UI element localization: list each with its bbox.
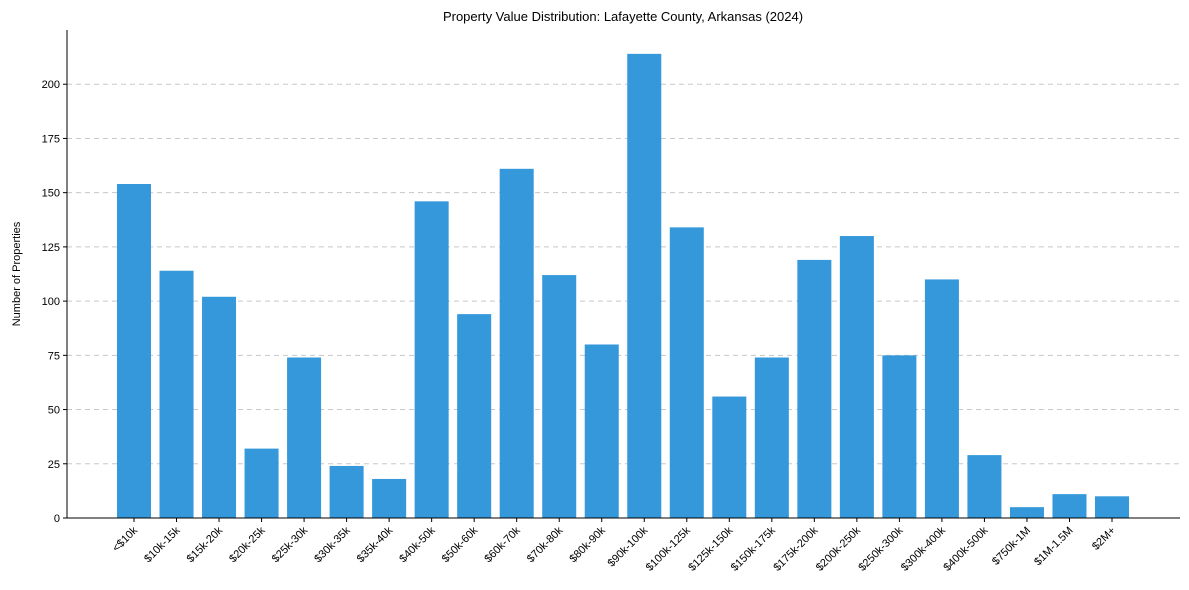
- y-tick-label: 125: [42, 242, 60, 254]
- bar: [287, 357, 322, 518]
- x-tick-label: $750k-1M: [990, 525, 1033, 568]
- bar: [1094, 496, 1130, 518]
- x-tick-label: $15k-20k: [185, 524, 226, 565]
- bar: [627, 53, 662, 518]
- bar: [584, 344, 619, 518]
- x-tick-label: <$10k: [110, 524, 140, 554]
- x-tick-label: $300k-400k: [899, 524, 948, 573]
- y-ticks: 0 25 50 75 100 125 150 175 200: [42, 79, 67, 525]
- x-tick-label: $200k-250k: [814, 524, 863, 573]
- y-tick-label: 0: [54, 513, 60, 525]
- x-tick-label: $40k-50k: [397, 524, 438, 565]
- axes: [66, 30, 1180, 519]
- x-tick-label: $80k-90k: [567, 524, 608, 565]
- x-tick-label: $125k-150k: [686, 524, 735, 573]
- x-tick-label: $90k-100k: [606, 524, 651, 569]
- x-tick-label: $250k-300k: [856, 524, 905, 573]
- y-tick-label: 25: [48, 459, 60, 471]
- x-tick-label: $35k-40k: [355, 524, 396, 565]
- x-tick-label: $1M-1.5M: [1032, 525, 1076, 569]
- x-tick-label: $20k-25k: [227, 524, 268, 565]
- bar: [116, 183, 152, 519]
- x-tick-label: $30k-35k: [312, 524, 353, 565]
- bar: [244, 448, 279, 518]
- y-tick-label: 75: [48, 350, 60, 362]
- x-ticks: <$10k $10k-15k $15k-20k $20k-25k $25k-30k $30…: [110, 518, 1118, 574]
- bar: [882, 355, 917, 518]
- x-tick-label: $70k-80k: [525, 524, 566, 565]
- y-tick-label: 175: [42, 133, 60, 145]
- bar: [542, 275, 577, 518]
- x-tick-label: $2M+: [1090, 525, 1118, 553]
- bar: [372, 478, 407, 518]
- chart-title: Property Value Distribution: Lafayette C…: [443, 9, 803, 24]
- y-tick-label: 100: [42, 296, 60, 308]
- bar: [669, 227, 704, 518]
- y-axis-label: Number of Properties: [11, 221, 23, 326]
- bar: [967, 455, 1002, 518]
- y-tick-label: 150: [42, 188, 60, 200]
- bar: [1052, 494, 1087, 518]
- x-tick-label: $100k-125k: [644, 524, 693, 573]
- bars: [116, 53, 1130, 519]
- x-tick-label: $60k-70k: [482, 524, 523, 565]
- bar: [202, 296, 237, 518]
- bar: [754, 357, 789, 518]
- bar: [797, 259, 832, 518]
- x-tick-label: $400k-500k: [941, 524, 990, 573]
- bar: [499, 168, 534, 518]
- x-tick-label: $175k-200k: [771, 524, 820, 573]
- x-tick-label: $25k-30k: [270, 524, 311, 565]
- y-tick-label: 50: [48, 405, 60, 417]
- bar: [712, 396, 747, 518]
- x-tick-label: $10k-15k: [142, 524, 183, 565]
- y-tick-label: 200: [42, 79, 60, 91]
- x-tick-label: $150k-175k: [729, 524, 778, 573]
- bar: [1009, 507, 1044, 518]
- bar: [329, 465, 364, 518]
- bar: [839, 236, 874, 519]
- bar: [159, 270, 194, 518]
- bar: [457, 314, 492, 518]
- bar: [924, 279, 959, 518]
- x-tick-label: $50k-60k: [440, 524, 481, 565]
- bar: [414, 201, 449, 518]
